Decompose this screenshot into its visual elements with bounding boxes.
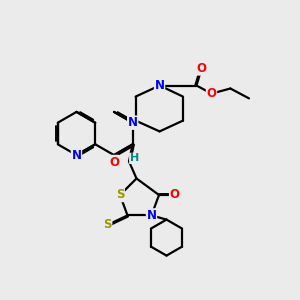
Text: O: O <box>169 188 180 202</box>
Text: O: O <box>206 87 217 100</box>
Text: O: O <box>196 62 207 75</box>
Text: N: N <box>128 116 138 129</box>
Text: O: O <box>109 155 119 169</box>
Text: H: H <box>130 153 139 164</box>
Text: S: S <box>116 188 124 202</box>
Text: N: N <box>71 148 82 162</box>
Text: N: N <box>154 79 165 92</box>
Text: N: N <box>146 209 157 222</box>
Text: S: S <box>103 218 112 232</box>
